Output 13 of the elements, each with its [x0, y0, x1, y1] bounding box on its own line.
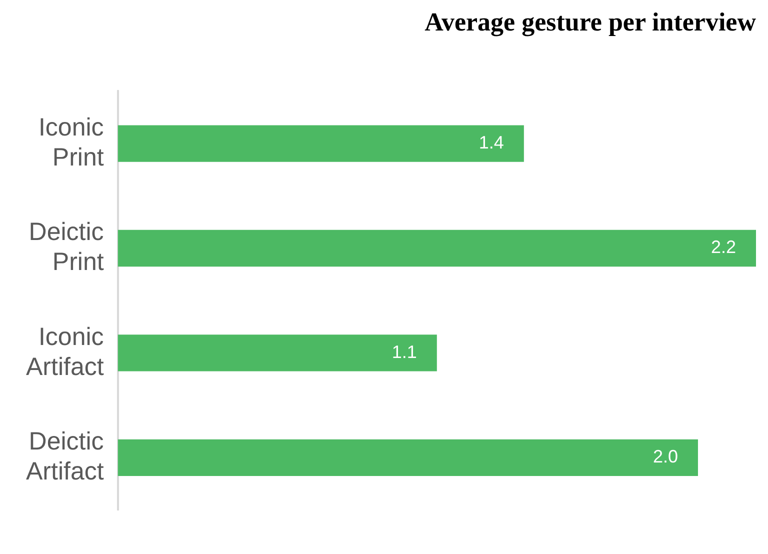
y-tick-label: Iconic Print	[38, 113, 104, 172]
data-label: 2.0	[652, 446, 678, 467]
data-label: 2.2	[710, 237, 736, 258]
bar	[118, 439, 698, 476]
y-tick-label: Deictic Print	[28, 218, 104, 276]
bar	[118, 125, 524, 162]
data-label: 1.1	[392, 342, 417, 362]
bar	[118, 230, 756, 267]
y-tick-label: Deictic Artifact	[26, 428, 104, 486]
y-tick-label: Iconic Artifact	[26, 322, 104, 381]
bar	[118, 334, 437, 372]
data-label: 1.4	[478, 132, 504, 153]
chart-title: Average gesture per interview	[424, 7, 756, 36]
